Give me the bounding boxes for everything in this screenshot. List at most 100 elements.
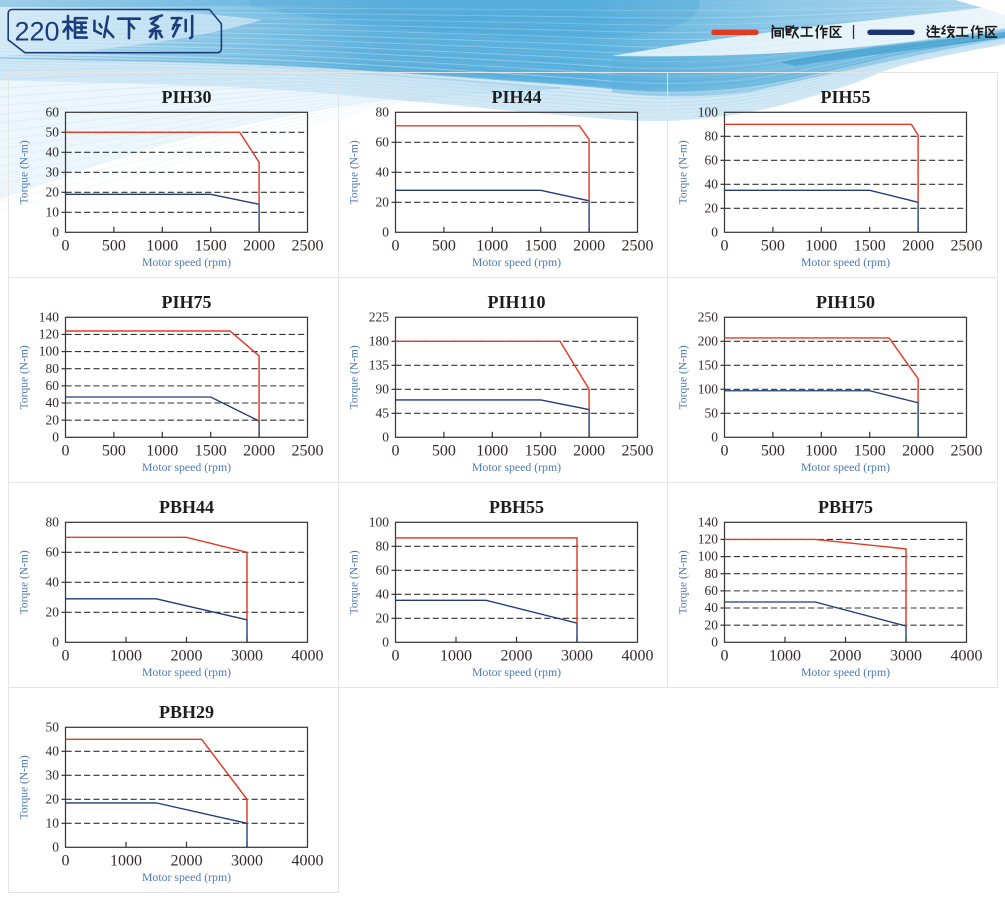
svg-text:1500: 1500	[195, 237, 227, 254]
svg-text:0: 0	[382, 429, 389, 444]
svg-text:Torque (N-m): Torque (N-m)	[678, 140, 690, 204]
svg-text:2000: 2000	[243, 442, 275, 459]
svg-text:0: 0	[62, 442, 70, 459]
svg-text:50: 50	[705, 405, 719, 420]
svg-text:200: 200	[698, 333, 719, 348]
svg-text:0: 0	[382, 224, 389, 239]
svg-text:2000: 2000	[243, 237, 275, 254]
svg-text:20: 20	[375, 194, 389, 209]
svg-text:1000: 1000	[110, 647, 142, 664]
svg-text:80: 80	[375, 104, 389, 119]
svg-text:100: 100	[39, 344, 60, 359]
svg-text:2000: 2000	[830, 647, 862, 664]
svg-text:80: 80	[46, 514, 60, 529]
svg-text:220: 220	[15, 17, 60, 47]
svg-text:1500: 1500	[195, 442, 227, 459]
svg-text:PIH55: PIH55	[820, 87, 870, 107]
svg-text:0: 0	[382, 634, 389, 649]
svg-text:Motor speed (rpm): Motor speed (rpm)	[471, 665, 560, 679]
svg-text:180: 180	[368, 333, 389, 348]
svg-text:1500: 1500	[854, 237, 886, 254]
svg-text:80: 80	[705, 128, 719, 143]
svg-text:20: 20	[375, 610, 389, 625]
svg-text:20: 20	[46, 184, 60, 199]
svg-text:0: 0	[52, 634, 59, 649]
svg-text:100: 100	[698, 104, 719, 119]
svg-text:PBH44: PBH44	[159, 497, 214, 517]
svg-text:500: 500	[761, 442, 785, 459]
svg-text:1000: 1000	[110, 852, 142, 869]
svg-text:2500: 2500	[292, 237, 324, 254]
svg-text:1000: 1000	[476, 442, 508, 459]
svg-text:0: 0	[52, 224, 59, 239]
svg-text:1000: 1000	[146, 442, 178, 459]
svg-text:0: 0	[52, 839, 59, 854]
svg-text:100: 100	[698, 549, 719, 564]
svg-text:10: 10	[46, 204, 60, 219]
svg-text:2000: 2000	[171, 647, 203, 664]
svg-text:500: 500	[761, 237, 785, 254]
svg-text:3000: 3000	[890, 647, 922, 664]
svg-text:Motor speed (rpm): Motor speed (rpm)	[142, 665, 231, 679]
svg-text:2000: 2000	[171, 852, 203, 869]
svg-text:0: 0	[711, 429, 718, 444]
svg-text:40: 40	[46, 574, 60, 589]
svg-text:80: 80	[375, 538, 389, 553]
svg-text:20: 20	[46, 791, 60, 806]
svg-text:225: 225	[368, 309, 389, 324]
svg-text:2500: 2500	[621, 237, 653, 254]
svg-text:120: 120	[39, 327, 60, 342]
svg-text:Motor speed (rpm): Motor speed (rpm)	[142, 460, 231, 474]
svg-text:1000: 1000	[769, 647, 801, 664]
svg-text:60: 60	[375, 562, 389, 577]
svg-text:0: 0	[721, 237, 729, 254]
svg-text:Motor speed (rpm): Motor speed (rpm)	[801, 460, 890, 474]
svg-text:100: 100	[368, 514, 389, 529]
svg-text:1000: 1000	[440, 647, 472, 664]
svg-text:10: 10	[46, 815, 60, 830]
svg-text:150: 150	[698, 357, 719, 372]
svg-text:0: 0	[62, 647, 70, 664]
svg-text:80: 80	[46, 361, 60, 376]
svg-text:PIH110: PIH110	[487, 292, 545, 312]
svg-text:1500: 1500	[524, 237, 556, 254]
svg-text:Motor speed (rpm): Motor speed (rpm)	[471, 255, 560, 269]
svg-text:60: 60	[46, 378, 60, 393]
svg-text:140: 140	[39, 309, 60, 324]
svg-text:PBH55: PBH55	[488, 497, 543, 517]
svg-text:60: 60	[375, 134, 389, 149]
svg-text:2500: 2500	[621, 442, 653, 459]
svg-text:90: 90	[375, 381, 389, 396]
svg-text:2500: 2500	[951, 237, 983, 254]
svg-text:0: 0	[721, 442, 729, 459]
svg-text:40: 40	[705, 176, 719, 191]
svg-text:Motor speed (rpm): Motor speed (rpm)	[801, 665, 890, 679]
svg-text:0: 0	[62, 852, 70, 869]
svg-text:30: 30	[46, 164, 60, 179]
svg-text:1000: 1000	[146, 237, 178, 254]
svg-text:Motor speed (rpm): Motor speed (rpm)	[142, 870, 231, 884]
svg-text:30: 30	[46, 767, 60, 782]
svg-text:0: 0	[711, 634, 718, 649]
svg-text:2500: 2500	[292, 442, 324, 459]
svg-text:1000: 1000	[805, 237, 837, 254]
svg-text:Torque (N-m): Torque (N-m)	[678, 550, 690, 614]
svg-text:Torque (N-m): Torque (N-m)	[19, 140, 31, 204]
svg-text:50: 50	[46, 124, 60, 139]
svg-text:0: 0	[62, 237, 70, 254]
svg-text:20: 20	[705, 617, 719, 632]
svg-text:100: 100	[698, 381, 719, 396]
svg-text:50: 50	[46, 719, 60, 734]
svg-text:1500: 1500	[854, 442, 886, 459]
svg-text:Torque (N-m): Torque (N-m)	[348, 550, 360, 614]
svg-text:500: 500	[102, 442, 126, 459]
svg-text:3000: 3000	[231, 852, 263, 869]
svg-text:40: 40	[375, 586, 389, 601]
svg-text:20: 20	[46, 604, 60, 619]
svg-text:80: 80	[705, 566, 719, 581]
svg-text:500: 500	[431, 237, 455, 254]
svg-text:40: 40	[46, 743, 60, 758]
svg-text:4000: 4000	[951, 647, 983, 664]
svg-text:60: 60	[705, 152, 719, 167]
svg-text:60: 60	[46, 544, 60, 559]
